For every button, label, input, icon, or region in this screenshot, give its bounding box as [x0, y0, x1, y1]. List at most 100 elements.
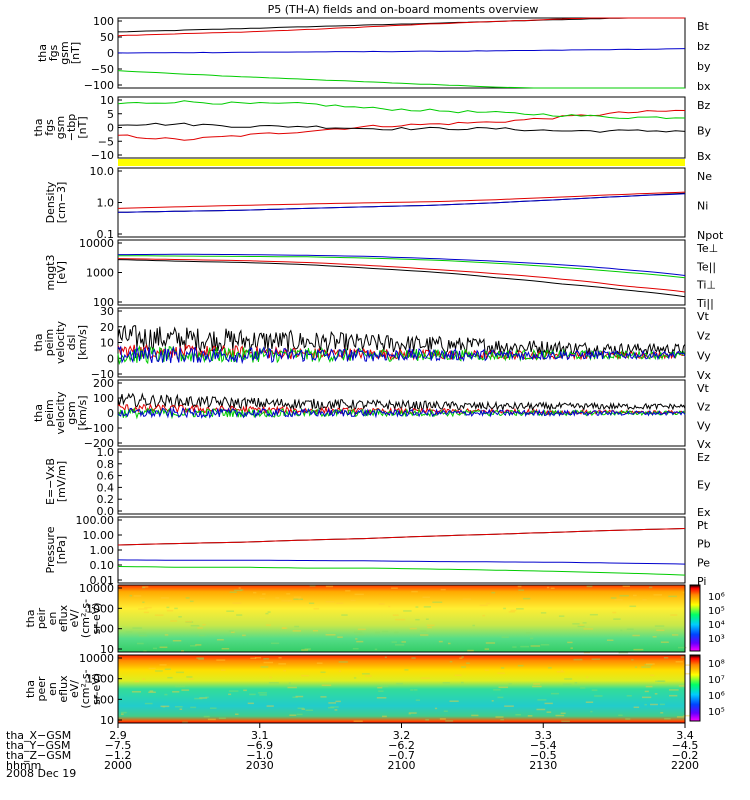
series-line-Pb: [117, 528, 686, 546]
spectrogram-texture: [203, 715, 210, 718]
spectrogram-texture: [579, 624, 584, 626]
spectrogram-texture: [164, 668, 171, 671]
y-tick-label: 1000: [86, 602, 114, 615]
spectrogram-texture: [354, 593, 364, 596]
y-tick-label: 50: [100, 31, 114, 44]
spectrogram-texture: [258, 692, 267, 694]
spectrogram-texture: [325, 634, 336, 636]
legend-Ti⊥: Ti⊥: [696, 279, 716, 292]
spectrogram-texture: [286, 593, 291, 595]
y-axis-label-line: eV/: [68, 680, 81, 698]
spectrogram-texture: [404, 669, 409, 671]
spectrogram-texture: [304, 648, 312, 650]
spectrogram-texture: [650, 703, 658, 706]
spectrogram-texture: [644, 664, 653, 666]
spectrogram-texture: [515, 713, 521, 716]
spectrogram-texture: [454, 674, 462, 676]
spectrogram-texture: [392, 614, 399, 616]
spectrogram-texture: [131, 691, 142, 693]
panel-10: 10000 1000 100 10 thapeerenefluxeV/(cm²-s-sr…: [24, 652, 694, 727]
legend-Bt: Bt: [697, 20, 710, 33]
spectrogram-texture: [275, 597, 280, 599]
legend-Ey: Ey: [697, 479, 711, 492]
y-axis-label: thafgsgsm[nT]: [36, 41, 82, 64]
y-axis-label-line: tha: [32, 404, 45, 422]
y-tick-label: 10000: [79, 237, 114, 250]
y-axis-label-line: en: [46, 682, 59, 696]
spectrogram-texture: [518, 589, 524, 591]
y-tick-label: 1000: [86, 673, 114, 686]
y-tick-label: 10: [100, 714, 114, 727]
legend-Te⊥: Te⊥: [696, 242, 718, 255]
y-axis-label-line: tha: [36, 44, 49, 62]
spectrogram-texture: [512, 646, 517, 648]
spectrogram-texture: [228, 693, 232, 696]
y-tick-label: −10: [91, 149, 114, 162]
spectrogram-texture: [355, 633, 365, 636]
y-axis-label-line: mqgt3: [44, 255, 57, 291]
y-axis-label-line: eflux: [57, 604, 70, 632]
y-axis-label-line: fgs: [47, 44, 60, 61]
spectrogram-texture: [580, 687, 586, 689]
spectrogram-texture: [154, 614, 164, 616]
spectrogram-texture: [209, 707, 217, 709]
spectrogram-texture: [663, 656, 669, 659]
spectrogram-texture: [614, 598, 623, 601]
x-axis-value: 2100: [388, 759, 416, 772]
y-axis-label: thafgsgsm−tbp[nT]: [32, 114, 89, 142]
spectrogram-texture: [510, 600, 517, 602]
x-axis-value: 3.1: [251, 729, 269, 742]
spectrogram-texture: [267, 611, 271, 613]
spectrogram-texture: [564, 678, 573, 680]
series-line-Ti⊥: [118, 255, 686, 279]
y-axis-label: mqgt3[eV]: [44, 255, 68, 291]
y-tick-label: 0.0: [97, 505, 115, 518]
spectrogram-texture: [626, 628, 634, 631]
legend-Vx: Vx: [697, 369, 712, 382]
spectrogram-texture: [236, 614, 243, 616]
spectrogram-texture: [180, 650, 184, 652]
y-tick-label: 0.1: [97, 228, 115, 241]
spectrogram-texture: [670, 614, 678, 616]
spectrogram-texture: [205, 696, 209, 699]
legend-Bx: Bx: [697, 150, 712, 163]
y-axis-label-line: Density: [44, 181, 57, 223]
legend-Vy: Vy: [697, 349, 711, 362]
spectrogram-texture: [259, 694, 267, 696]
spectrogram-texture: [235, 713, 239, 716]
spectrogram-texture: [228, 690, 239, 692]
spectrogram-texture: [134, 680, 140, 683]
series-line-Ne: [117, 191, 686, 209]
x-axis-value: 3.3: [535, 729, 553, 742]
spectrogram-texture: [560, 712, 566, 715]
spectrogram-texture: [167, 676, 173, 679]
spectrogram-texture: [594, 695, 603, 697]
y-axis-label-line: tha: [24, 609, 37, 627]
spectrogram-electron: [118, 655, 685, 723]
spectrogram-texture: [536, 708, 546, 711]
spectrogram-texture: [185, 597, 190, 599]
x-axis-value: 3.2: [393, 729, 411, 742]
spectrogram-texture: [381, 630, 389, 633]
legend-bx: bx: [697, 80, 711, 93]
spectrogram-texture: [449, 660, 453, 663]
spectrogram-texture: [471, 714, 479, 717]
spectrogram-texture: [589, 613, 598, 616]
spectrogram-texture: [172, 691, 180, 693]
spectrogram-texture: [556, 671, 565, 673]
spectrogram-texture: [684, 672, 692, 675]
spectrogram-texture: [196, 657, 204, 659]
spectrogram-texture: [577, 625, 585, 628]
panel-7: 1.00.80.60.40.20.0 E=−VxB[mV/m] Ez Ey Ex: [44, 446, 711, 519]
spectrogram-texture: [254, 656, 262, 659]
spectrogram-texture: [190, 706, 197, 709]
spectrogram-texture: [202, 623, 206, 626]
legend-Vt: Vt: [697, 310, 710, 323]
y-tick-label: −100: [84, 79, 114, 92]
y-tick-label: 10.00: [83, 529, 115, 542]
spectrogram-texture: [249, 693, 256, 696]
spectrogram-texture: [265, 612, 269, 615]
spectrogram-texture: [226, 610, 235, 612]
legend-By: By: [697, 125, 712, 138]
y-axis-label-line: dsl: [65, 335, 78, 351]
